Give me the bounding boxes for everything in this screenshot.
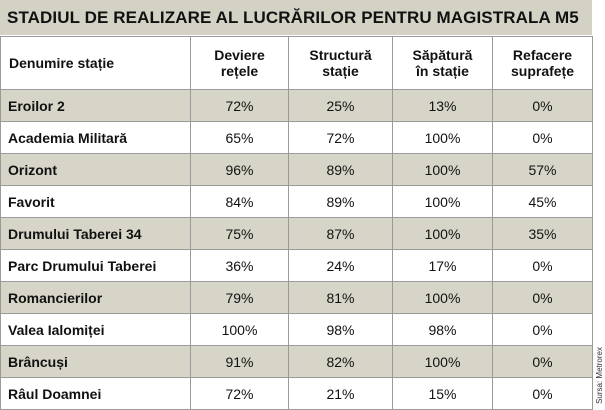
progress-cell: 100% [190, 313, 289, 346]
table-row: Parc Drumului Taberei 36% 24% 17% 0% [0, 249, 593, 282]
progress-cell: 98% [392, 313, 493, 346]
progress-cell: 0% [492, 377, 593, 410]
progress-cell: 72% [288, 121, 393, 154]
table-row: Romancierilor 79% 81% 100% 0% [0, 281, 593, 314]
progress-cell: 87% [288, 217, 393, 250]
column-header-network-deviation: Deviere rețele [190, 36, 289, 90]
progress-cell: 84% [190, 185, 289, 218]
station-name-cell: Romancierilor [0, 281, 191, 314]
progress-cell: 21% [288, 377, 393, 410]
table-row: Drumului Taberei 34 75% 87% 100% 35% [0, 217, 593, 250]
station-name-cell: Eroilor 2 [0, 89, 191, 122]
progress-cell: 75% [190, 217, 289, 250]
station-name-cell: Râul Doamnei [0, 377, 191, 410]
progress-cell: 57% [492, 153, 593, 186]
table-row: Râul Doamnei 72% 21% 15% 0% [0, 377, 593, 410]
progress-cell: 82% [288, 345, 393, 378]
column-header-station-structure: Structură stație [288, 36, 393, 90]
station-name-cell: Drumului Taberei 34 [0, 217, 191, 250]
progress-cell: 100% [392, 345, 493, 378]
progress-cell: 81% [288, 281, 393, 314]
stations-table: Denumire stație Deviere rețele Structură… [0, 36, 593, 410]
station-name-cell: Favorit [0, 185, 191, 218]
progress-cell: 35% [492, 217, 593, 250]
station-name-cell: Orizont [0, 153, 191, 186]
station-name-cell: Parc Drumului Taberei [0, 249, 191, 282]
progress-cell: 0% [492, 281, 593, 314]
station-name-cell: Brâncuși [0, 345, 191, 378]
progress-cell: 72% [190, 377, 289, 410]
column-header-surface-restoration: Refacere suprafețe [492, 36, 593, 90]
progress-cell: 89% [288, 185, 393, 218]
progress-cell: 0% [492, 121, 593, 154]
table-row: Favorit 84% 89% 100% 45% [0, 185, 593, 218]
table-row: Brâncuși 91% 82% 100% 0% [0, 345, 593, 378]
table-row: Valea Ialomiței 100% 98% 98% 0% [0, 313, 593, 346]
table-body: Eroilor 2 72% 25% 13% 0% Academia Militară 65%… [0, 89, 593, 410]
progress-cell: 79% [190, 281, 289, 314]
progress-cell: 65% [190, 121, 289, 154]
table-row: Orizont 96% 89% 100% 57% [0, 153, 593, 186]
progress-cell: 89% [288, 153, 393, 186]
progress-cell: 72% [190, 89, 289, 122]
progress-cell: 98% [288, 313, 393, 346]
table-row: Academia Militară 65% 72% 100% 0% [0, 121, 593, 154]
progress-cell: 36% [190, 249, 289, 282]
progress-cell: 100% [392, 185, 493, 218]
progress-cell: 25% [288, 89, 393, 122]
progress-cell: 13% [392, 89, 493, 122]
progress-cell: 100% [392, 121, 493, 154]
progress-cell: 0% [492, 89, 593, 122]
progress-cell: 100% [392, 217, 493, 250]
progress-cell: 100% [392, 281, 493, 314]
progress-cell: 91% [190, 345, 289, 378]
progress-cell: 15% [392, 377, 493, 410]
table-title: STADIUL DE REALIZARE AL LUCRĂRILOR PENTR… [0, 0, 592, 36]
progress-cell: 45% [492, 185, 593, 218]
source-note: Sursa: Metrorex [595, 347, 604, 404]
progress-cell: 0% [492, 249, 593, 282]
station-name-cell: Valea Ialomiței [0, 313, 191, 346]
progress-cell: 0% [492, 313, 593, 346]
progress-cell: 96% [190, 153, 289, 186]
progress-cell: 100% [392, 153, 493, 186]
column-header-station-excavation: Săpătură în stație [392, 36, 493, 90]
progress-cell: 17% [392, 249, 493, 282]
header-row: Denumire stație Deviere rețele Structură… [0, 36, 593, 90]
column-header-station-name: Denumire stație [0, 36, 191, 90]
station-name-cell: Academia Militară [0, 121, 191, 154]
progress-cell: 0% [492, 345, 593, 378]
table-row: Eroilor 2 72% 25% 13% 0% [0, 89, 593, 122]
progress-cell: 24% [288, 249, 393, 282]
